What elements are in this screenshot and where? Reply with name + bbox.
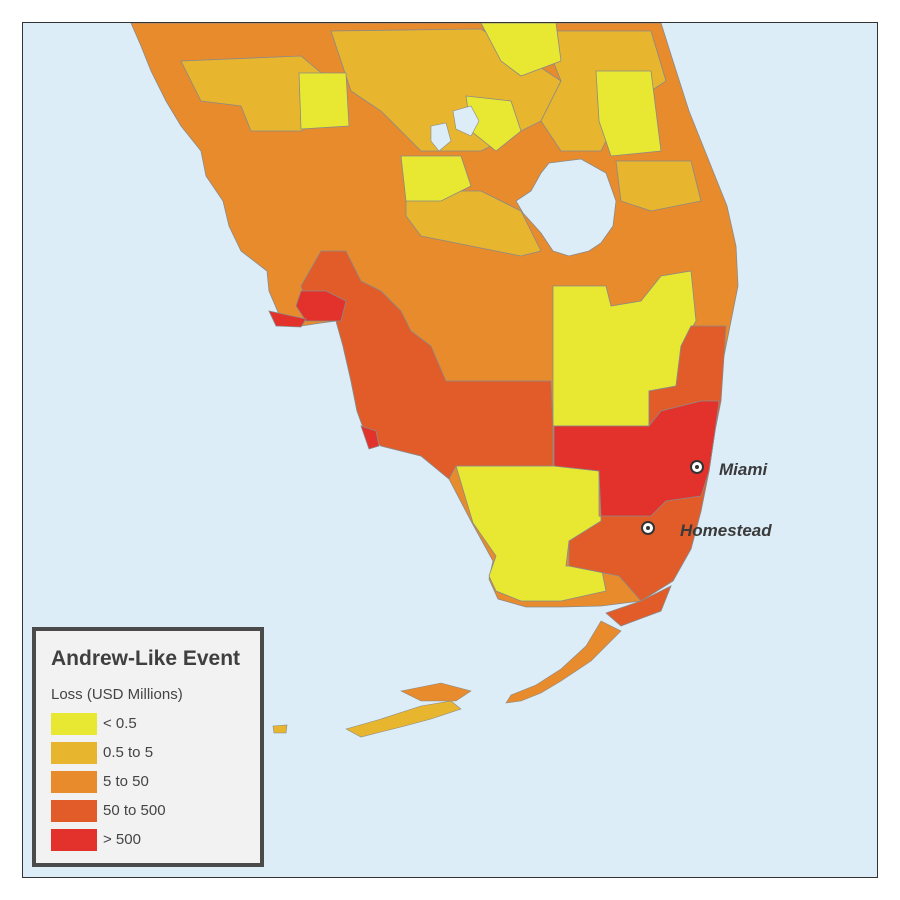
city-marker-homestead[interactable]: Homestead: [641, 521, 772, 540]
legend-swatch: [51, 742, 97, 764]
city-marker-miami[interactable]: Miami: [690, 460, 768, 479]
legend-swatch: [51, 713, 97, 735]
map-legend: Andrew-Like Event Loss (USD Millions) < …: [32, 627, 264, 867]
loss-band-gt-500: [268, 290, 720, 517]
legend-subtitle: Loss (USD Millions): [51, 686, 183, 703]
legend-swatch: [51, 771, 97, 793]
legend-label: 0.5 to 5: [103, 744, 154, 761]
region-yellow-central: [400, 155, 472, 202]
region-central-gold: [405, 190, 542, 257]
city-label-homestead: Homestead: [680, 521, 772, 540]
lake-small-west: [452, 105, 480, 137]
circle-dot-icon-center: [646, 526, 650, 530]
region-northwest-gold: [180, 55, 332, 132]
keys-middle: [345, 700, 462, 738]
region-cape-hotspot: [268, 310, 307, 328]
region-naples-hotspot: [360, 425, 380, 450]
region-east-gold: [615, 160, 702, 212]
region-yellow-northeast: [595, 70, 662, 157]
legend-label: 5 to 50: [103, 773, 149, 790]
lake-okeechobee: [515, 158, 617, 257]
legend-swatch: [51, 829, 97, 851]
florida-keys: [272, 620, 622, 738]
region-miami-dade-core: [553, 400, 720, 517]
circle-dot-icon-center: [695, 465, 699, 469]
region-yellow-northwest: [298, 72, 350, 130]
region-yellow-north: [480, 23, 562, 77]
legend-title: Andrew-Like Event: [51, 647, 241, 670]
keys-middle-2: [400, 682, 472, 702]
legend-label: < 0.5: [103, 715, 137, 732]
legend-label: 50 to 500: [103, 802, 166, 819]
loss-band-lt-0.5: [298, 23, 697, 602]
keys-upper: [505, 620, 622, 704]
keys-lower-island: [272, 724, 288, 734]
lake-small-central: [430, 122, 452, 152]
legend-swatch: [51, 800, 97, 822]
city-label-miami: Miami: [719, 460, 768, 479]
region-sw-hotspot: [295, 290, 347, 322]
region-keys-coast: [605, 585, 672, 627]
legend-label: > 500: [103, 831, 141, 848]
